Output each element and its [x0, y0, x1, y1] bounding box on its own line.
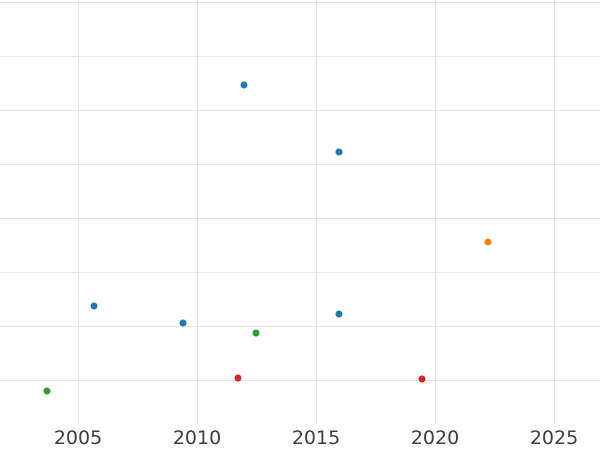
scatter-point — [335, 310, 343, 318]
scatter-point — [335, 148, 343, 156]
scatter-point — [418, 375, 426, 383]
gridline-vertical — [554, 0, 555, 424]
scatter-point — [43, 387, 51, 395]
gridline-vertical — [316, 0, 317, 424]
x-tick-label: 2015 — [291, 427, 341, 449]
gridline-horizontal — [0, 56, 600, 57]
scatter-point — [179, 319, 187, 327]
scatter-point — [484, 238, 492, 246]
gridline-horizontal — [0, 380, 600, 381]
gridline-horizontal — [0, 164, 600, 165]
scatter-point — [240, 81, 248, 89]
gridline-vertical — [435, 0, 436, 424]
scatter-point — [234, 374, 242, 382]
gridline-vertical — [197, 0, 198, 424]
scatter-point — [252, 329, 260, 337]
x-tick-label: 2020 — [410, 427, 460, 449]
gridline-vertical — [78, 0, 79, 424]
scatter-point — [90, 302, 98, 310]
x-tick-label: 2025 — [529, 427, 579, 449]
gridline-horizontal — [0, 110, 600, 111]
gridline-horizontal — [0, 2, 600, 3]
x-tick-label: 2005 — [53, 427, 103, 449]
x-tick-label: 2010 — [172, 427, 222, 449]
gridline-horizontal — [0, 272, 600, 273]
gridline-horizontal — [0, 218, 600, 219]
gridline-horizontal — [0, 326, 600, 327]
